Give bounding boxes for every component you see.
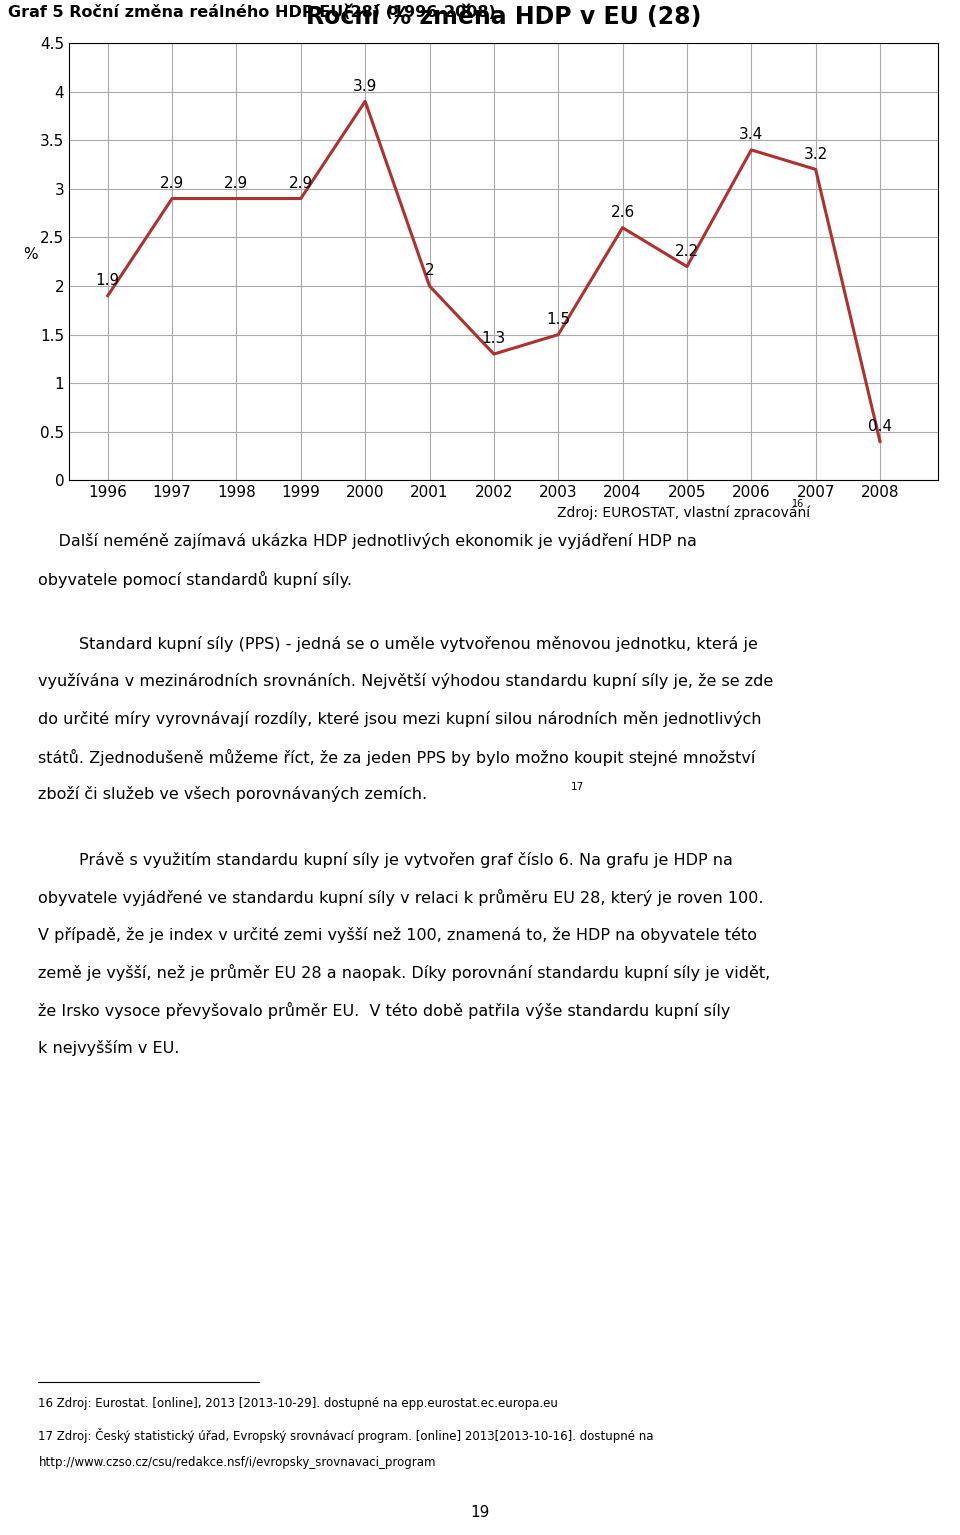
Text: 2.9: 2.9 bbox=[160, 175, 184, 190]
Text: 3.4: 3.4 bbox=[739, 127, 763, 143]
Text: 3.9: 3.9 bbox=[353, 78, 377, 94]
Title: Roční % změna HDP v EU (28): Roční % změna HDP v EU (28) bbox=[306, 5, 701, 29]
Text: 2.9: 2.9 bbox=[225, 175, 249, 190]
Text: země je vyšší, než je průměr EU 28 a naopak. Díky porovnání standardu kupní síly: země je vyšší, než je průměr EU 28 a nao… bbox=[38, 964, 771, 981]
Text: Další neméně zajímavá ukázka HDP jednotlivých ekonomik je vyjádření HDP na: Další neméně zajímavá ukázka HDP jednotl… bbox=[38, 533, 697, 550]
Text: 0.4: 0.4 bbox=[868, 419, 892, 434]
Text: 1.5: 1.5 bbox=[546, 312, 570, 327]
Text: http://www.czso.cz/csu/redakce.nsf/i/evropsky_srovnavaci_program: http://www.czso.cz/csu/redakce.nsf/i/evr… bbox=[38, 1455, 436, 1469]
Text: Právě s využitím standardu kupní síly je vytvořen graf číslo 6. Na grafu je HDP : Právě s využitím standardu kupní síly je… bbox=[38, 852, 733, 867]
Text: států. Zjednodušeně můžeme říct, že za jeden PPS by bylo možno koupit stejné mno: států. Zjednodušeně můžeme říct, že za j… bbox=[38, 749, 756, 766]
Text: obyvatele pomocí standardů kupní síly.: obyvatele pomocí standardů kupní síly. bbox=[38, 571, 352, 588]
Text: 16: 16 bbox=[792, 499, 804, 510]
Text: Graf 5 Roční změna reálného HDP EU(28) (1996-2008): Graf 5 Roční změna reálného HDP EU(28) (… bbox=[8, 5, 495, 20]
Text: 17 Zdroj: Český statistický úřad, Evropský srovnávací program. [online] 2013[201: 17 Zdroj: Český statistický úřad, Evrops… bbox=[38, 1428, 654, 1443]
Text: 2.9: 2.9 bbox=[289, 175, 313, 190]
Text: 19: 19 bbox=[470, 1504, 490, 1520]
Text: že Irsko vysoce převyšovalo průměr EU.  V této době patřila výše standardu kupní: že Irsko vysoce převyšovalo průměr EU. V… bbox=[38, 1002, 731, 1019]
Text: 3.2: 3.2 bbox=[804, 146, 828, 161]
Y-axis label: %: % bbox=[23, 247, 37, 261]
Text: V případě, že je index v určité zemi vyšší než 100, znamená to, že HDP na obyvat: V případě, že je index v určité zemi vyš… bbox=[38, 927, 757, 942]
Text: Zdroj: EUROSTAT, vlastní zpracování: Zdroj: EUROSTAT, vlastní zpracování bbox=[557, 505, 810, 519]
Text: 16 Zdroj: Eurostat. [online], 2013 [2013-10-29]. dostupné na epp.eurostat.ec.eur: 16 Zdroj: Eurostat. [online], 2013 [2013… bbox=[38, 1397, 559, 1411]
Text: Standard kupní síly (PPS) - jedná se o uměle vytvořenou měnovou jednotku, která : Standard kupní síly (PPS) - jedná se o u… bbox=[38, 635, 758, 652]
Text: 1.9: 1.9 bbox=[96, 273, 120, 289]
Text: 2.6: 2.6 bbox=[611, 204, 635, 220]
Text: k nejvyšším v EU.: k nejvyšším v EU. bbox=[38, 1039, 180, 1056]
Text: do určité míry vyrovnávají rozdíly, které jsou mezi kupní silou národních měn je: do určité míry vyrovnávají rozdíly, kter… bbox=[38, 711, 762, 728]
Text: zboží či služeb ve všech porovnávaných zemích.: zboží či služeb ve všech porovnávaných z… bbox=[38, 786, 427, 803]
Text: obyvatele vyjádřené ve standardu kupní síly v relaci k průměru EU 28, který je r: obyvatele vyjádřené ve standardu kupní s… bbox=[38, 889, 764, 906]
Text: využívána v mezinárodních srovnáních. Největší výhodou standardu kupní síly je, : využívána v mezinárodních srovnáních. Ne… bbox=[38, 674, 774, 689]
Text: 2: 2 bbox=[424, 262, 434, 278]
Text: 2.2: 2.2 bbox=[675, 244, 699, 259]
Text: 1.3: 1.3 bbox=[482, 332, 506, 347]
Text: 17: 17 bbox=[571, 781, 585, 792]
